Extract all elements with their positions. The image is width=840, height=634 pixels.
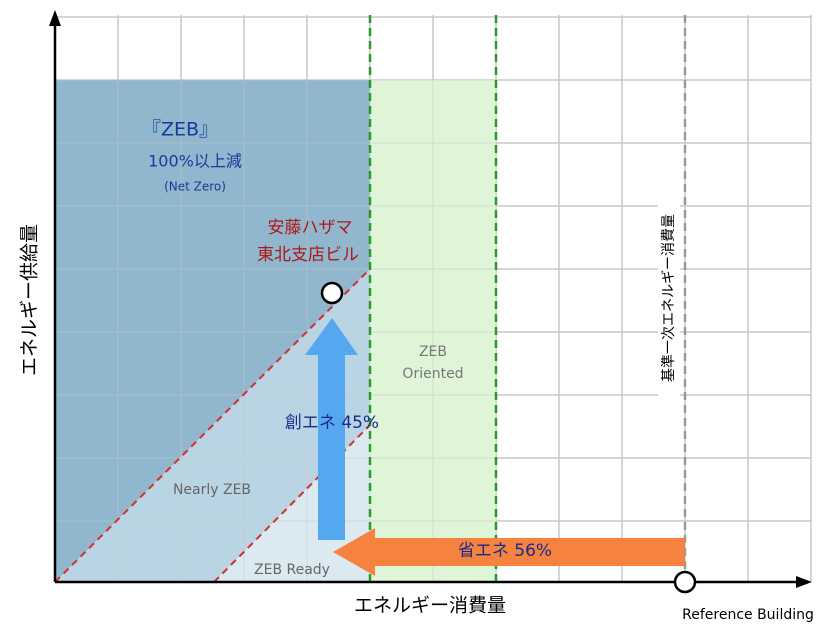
creation-label: 創エネ 45% — [285, 413, 379, 433]
nearly-zeb-label: Nearly ZEB — [173, 482, 251, 498]
y-axis-arrow — [49, 10, 61, 26]
zeb-ready-label: ZEB Ready — [254, 562, 330, 578]
saving-label: 省エネ 56% — [458, 541, 552, 561]
creation-arrow — [305, 318, 358, 540]
diagonal-line — [54, 268, 371, 583]
reference-label: Reference Building — [682, 607, 814, 623]
y-axis-label: エネルギー供給量 — [19, 224, 41, 376]
oriented-label: ZEB — [419, 344, 447, 360]
building-name: 安藤ハザマ — [268, 218, 353, 238]
saving-arrow — [333, 528, 685, 576]
x-axis-label: エネルギー消費量 — [354, 595, 506, 617]
zeb-subtitle: 100%以上減 — [148, 152, 242, 171]
zeb-title: 『ZEB』 — [142, 119, 218, 141]
reference-line-label: 基準一次エネルギー消費量 — [660, 214, 677, 382]
x-axis-arrow — [796, 576, 812, 588]
zeb-note: (Net Zero) — [164, 180, 226, 194]
oriented-label: Oriented — [402, 366, 463, 382]
building-point — [320, 281, 344, 305]
reference-line-label-bg — [658, 192, 680, 404]
reference-point — [673, 570, 697, 594]
building-name: 東北支店ビル — [257, 245, 359, 265]
